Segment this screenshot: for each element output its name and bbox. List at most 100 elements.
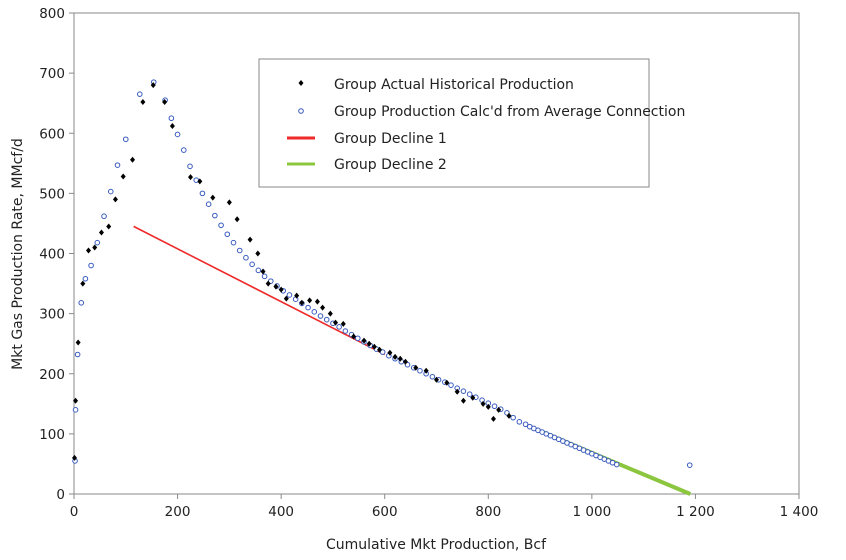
calc-point bbox=[249, 261, 255, 268]
calc-point bbox=[230, 239, 237, 246]
calc-point bbox=[613, 461, 620, 468]
legend-marker-calc bbox=[298, 108, 304, 114]
actual-point bbox=[327, 310, 333, 317]
actual-point bbox=[210, 194, 216, 201]
calc-point bbox=[187, 163, 193, 170]
legend-label-decline-1: Group Decline 1 bbox=[334, 131, 447, 147]
actual-point bbox=[340, 320, 346, 327]
calc-point bbox=[107, 188, 114, 195]
actual-point bbox=[197, 178, 203, 185]
calc-point bbox=[510, 414, 516, 421]
actual-point bbox=[283, 295, 289, 302]
actual-point bbox=[397, 355, 403, 362]
actual-point bbox=[75, 339, 81, 346]
calc-point bbox=[122, 136, 129, 143]
calc-point bbox=[429, 373, 436, 380]
calc-point bbox=[417, 367, 423, 374]
calc-point bbox=[218, 222, 224, 229]
actual-point bbox=[333, 319, 339, 326]
calc-point bbox=[286, 292, 293, 298]
actual-point bbox=[92, 244, 98, 251]
calc-point bbox=[311, 309, 318, 315]
actual-point bbox=[120, 173, 126, 180]
y-axis-title: Mkt Gas Production Rate, MMcf/d bbox=[10, 138, 26, 370]
calc-point bbox=[174, 131, 181, 138]
calc-point bbox=[354, 335, 361, 342]
calc-point bbox=[243, 254, 249, 261]
y-tick-label: 600 bbox=[39, 126, 65, 142]
actual-point bbox=[444, 379, 450, 386]
actual-point bbox=[106, 223, 112, 230]
x-axis-title: Cumulative Mkt Production, Bcf bbox=[326, 537, 547, 553]
decline-line-1 bbox=[133, 225, 386, 356]
actual-point bbox=[188, 174, 194, 181]
actual-point bbox=[98, 229, 104, 236]
actual-point bbox=[162, 98, 168, 105]
actual-point bbox=[307, 297, 313, 304]
actual-point bbox=[86, 247, 91, 254]
calc-point bbox=[168, 115, 175, 122]
y-tick-label: 100 bbox=[39, 427, 65, 443]
calc-point bbox=[101, 213, 107, 220]
calc-point bbox=[255, 267, 262, 274]
actual-point bbox=[130, 156, 136, 163]
y-tick-label: 500 bbox=[39, 186, 65, 202]
legend-box bbox=[258, 58, 650, 188]
actual-point bbox=[299, 299, 305, 306]
calc-point bbox=[212, 212, 218, 219]
x-tick-label: 1 000 bbox=[573, 504, 612, 520]
legend-label-actual: Group Actual Historical Production bbox=[334, 77, 574, 93]
calc-point bbox=[522, 421, 529, 428]
y-tick-label: 0 bbox=[56, 487, 65, 503]
calc-point bbox=[317, 313, 324, 319]
y-tick-label: 800 bbox=[39, 6, 65, 22]
calc-point bbox=[72, 407, 79, 413]
actual-point bbox=[260, 268, 266, 275]
actual-point bbox=[402, 358, 408, 365]
calc-point bbox=[323, 316, 330, 323]
y-tick-label: 400 bbox=[39, 247, 65, 263]
actual-point bbox=[112, 196, 118, 203]
actual-point bbox=[72, 454, 78, 461]
x-tick-label: 800 bbox=[475, 504, 501, 520]
actual-point bbox=[150, 82, 156, 89]
actual-point bbox=[470, 394, 476, 401]
y-tick-label: 300 bbox=[39, 307, 65, 323]
actual-point bbox=[485, 403, 491, 410]
x-tick-label: 1 400 bbox=[780, 504, 819, 520]
actual-point bbox=[169, 123, 175, 130]
actual-point bbox=[371, 343, 377, 350]
actual-point bbox=[273, 283, 279, 290]
actual-point bbox=[140, 98, 146, 105]
legend-label-calc: Group Production Calc'd from Average Con… bbox=[334, 104, 685, 120]
calc-point bbox=[466, 391, 473, 397]
legend-marker-actual bbox=[298, 80, 304, 86]
calc-point bbox=[460, 388, 467, 394]
calc-point bbox=[305, 304, 311, 311]
actual-point bbox=[377, 346, 383, 353]
calc-point bbox=[491, 403, 498, 410]
calc-point bbox=[205, 201, 212, 207]
actual-point bbox=[265, 280, 271, 287]
calc-point bbox=[94, 239, 101, 246]
actual-point bbox=[255, 250, 261, 257]
actual-point bbox=[506, 412, 512, 419]
calc-point bbox=[686, 462, 693, 468]
actual-point bbox=[490, 415, 496, 422]
actual-point bbox=[247, 236, 253, 243]
calc-point bbox=[88, 262, 94, 269]
calc-point bbox=[236, 247, 243, 254]
actual-point bbox=[387, 349, 393, 356]
x-tick-label: 200 bbox=[165, 504, 191, 520]
actual-point bbox=[314, 298, 320, 305]
calc-point bbox=[336, 324, 342, 330]
actual-point bbox=[434, 376, 439, 383]
calc-point bbox=[114, 162, 121, 168]
actual-point bbox=[294, 292, 300, 299]
calc-point bbox=[180, 147, 187, 153]
legend: Group Actual Historical Production Group… bbox=[258, 58, 685, 188]
calc-point bbox=[224, 231, 231, 238]
calc-point bbox=[516, 419, 523, 425]
actual-point bbox=[226, 199, 232, 206]
calc-point bbox=[136, 91, 143, 97]
